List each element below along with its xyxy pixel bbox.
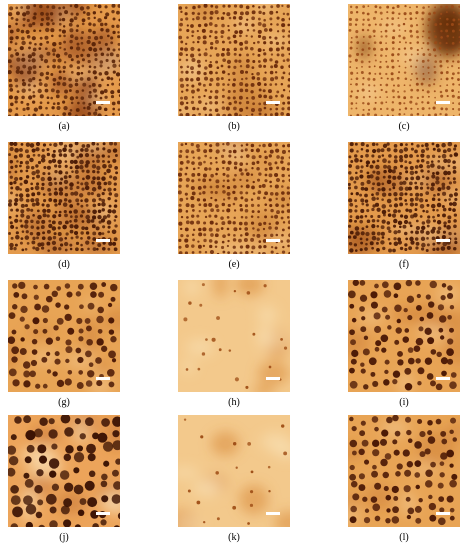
panel-label-d: (d) [58,259,70,270]
panel-j: (j) [8,415,120,543]
panel-label-l: (l) [399,532,409,543]
panel-label-e: (e) [228,259,240,270]
afm-texture-j [8,415,120,527]
panel-i: (i) [348,280,460,408]
afm-image-a [8,4,120,116]
scale-bar-a [96,101,110,104]
panel-a: (a) [8,4,120,132]
panel-label-b: (b) [228,121,240,132]
panel-label-j: (j) [59,532,69,543]
panel-label-c: (c) [398,121,410,132]
afm-texture-d [8,142,120,254]
scale-bar-l [436,512,450,515]
scale-bar-f [436,239,450,242]
scale-bar-e [266,239,280,242]
afm-image-k [178,415,290,527]
afm-texture-e [178,142,290,254]
scale-bar-b [266,101,280,104]
afm-image-i [348,280,460,392]
afm-image-h [178,280,290,392]
panel-c: (c) [348,4,460,132]
panel-d: (d) [8,142,120,270]
panel-l: (l) [348,415,460,543]
panel-g: (g) [8,280,120,408]
afm-texture-b [178,4,290,116]
afm-image-j [8,415,120,527]
panel-b: (b) [178,4,290,132]
panel-e: (e) [178,142,290,270]
afm-image-l [348,415,460,527]
afm-texture-k [178,415,290,527]
afm-image-c [348,4,460,116]
panel-label-a: (a) [58,121,70,132]
scale-bar-j [96,512,110,515]
panel-label-k: (k) [228,532,240,543]
scale-bar-d [96,239,110,242]
afm-texture-g [8,280,120,392]
scale-bar-g [96,377,110,380]
scale-bar-k [266,512,280,515]
afm-image-g [8,280,120,392]
panel-label-i: (i) [399,397,409,408]
panel-h: (h) [178,280,290,408]
afm-image-f [348,142,460,254]
afm-texture-c [348,4,460,116]
afm-image-d [8,142,120,254]
panel-label-f: (f) [399,259,409,270]
afm-image-b [178,4,290,116]
panel-label-g: (g) [58,397,70,408]
scale-bar-h [266,377,280,380]
afm-texture-i [348,280,460,392]
afm-texture-a [8,4,120,116]
afm-image-e [178,142,290,254]
afm-texture-h [178,280,290,392]
panel-f: (f) [348,142,460,270]
afm-texture-f [348,142,460,254]
panel-k: (k) [178,415,290,543]
scale-bar-i [436,377,450,380]
scale-bar-c [436,101,450,104]
panel-label-h: (h) [228,397,240,408]
afm-texture-l [348,415,460,527]
